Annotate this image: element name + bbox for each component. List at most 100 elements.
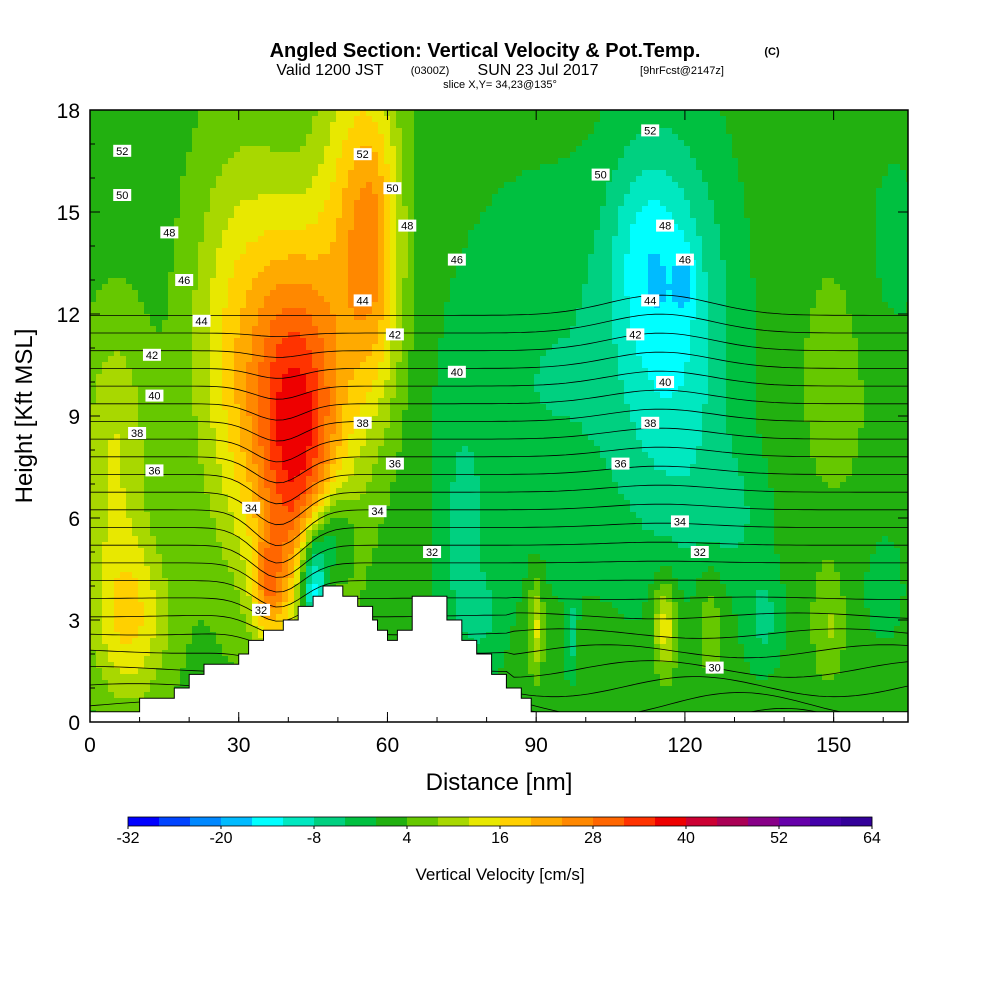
heatmap-cell	[198, 578, 205, 585]
heatmap-cell	[216, 524, 223, 531]
heatmap-cell	[108, 164, 115, 171]
heatmap-cell	[354, 356, 361, 363]
heatmap-cell	[186, 536, 193, 543]
heatmap-cell	[102, 578, 109, 585]
heatmap-cell	[102, 434, 109, 441]
heatmap-cell	[132, 650, 139, 657]
heatmap-cell	[228, 194, 235, 201]
heatmap-cell	[348, 470, 355, 477]
heatmap-cell	[156, 194, 163, 201]
heatmap-cell	[156, 290, 163, 297]
heatmap-cell	[150, 512, 157, 519]
heatmap-cell	[138, 650, 145, 657]
heatmap-cell	[264, 542, 271, 549]
heatmap-cell	[252, 158, 259, 165]
heatmap-cell	[378, 422, 385, 429]
heatmap-cell	[282, 482, 289, 489]
heatmap-cell	[372, 242, 379, 249]
heatmap-cell	[96, 602, 103, 609]
heatmap-cell	[210, 494, 217, 501]
heatmap-cell	[234, 488, 241, 495]
heatmap-cell	[300, 458, 307, 465]
heatmap-cell	[168, 476, 175, 483]
heatmap-cell	[162, 692, 169, 699]
heatmap-cell	[228, 290, 235, 297]
heatmap-cell	[96, 644, 103, 651]
heatmap-cell	[378, 362, 385, 369]
heatmap-cell	[150, 482, 157, 489]
heatmap-cell	[126, 110, 133, 117]
heatmap-cell	[342, 530, 349, 537]
heatmap-cell	[258, 266, 265, 273]
heatmap-cell	[168, 116, 175, 123]
heatmap-cell	[180, 218, 187, 225]
heatmap-cell	[240, 566, 247, 573]
heatmap-cell	[264, 494, 271, 501]
heatmap-cell	[90, 452, 97, 459]
heatmap-cell	[360, 500, 367, 507]
heatmap-cell	[144, 236, 151, 243]
heatmap-cell	[258, 470, 265, 477]
heatmap-cell	[186, 572, 193, 579]
heatmap-cell	[222, 254, 229, 261]
heatmap-cell	[300, 596, 307, 603]
heatmap-cell	[342, 182, 349, 189]
heatmap-cell	[240, 470, 247, 477]
heatmap-cell	[204, 158, 211, 165]
heatmap-cell	[246, 356, 253, 363]
heatmap-cell	[240, 182, 247, 189]
heatmap-cell	[162, 464, 169, 471]
heatmap-cell	[204, 500, 211, 507]
heatmap-cell	[90, 422, 97, 429]
heatmap-cell	[270, 356, 277, 363]
heatmap-cell	[168, 686, 175, 693]
heatmap-cell	[186, 284, 193, 291]
heatmap-cell	[144, 530, 151, 537]
heatmap-cell	[198, 326, 205, 333]
heatmap-cell	[378, 380, 385, 387]
heatmap-cell	[336, 500, 343, 507]
heatmap-cell	[318, 320, 325, 327]
heatmap-cell	[162, 506, 169, 513]
heatmap-cell	[264, 284, 271, 291]
heatmap-cell	[138, 134, 145, 141]
heatmap-cell	[252, 614, 259, 621]
heatmap-cell	[150, 110, 157, 117]
heatmap-cell	[114, 656, 121, 663]
heatmap-cell	[276, 344, 283, 351]
heatmap-cell	[264, 482, 271, 489]
heatmap-cell	[210, 116, 217, 123]
heatmap-cell	[204, 248, 211, 255]
heatmap-cell	[228, 302, 235, 309]
heatmap-cell	[174, 440, 181, 447]
heatmap-cell	[204, 428, 211, 435]
heatmap-cell	[138, 458, 145, 465]
heatmap-cell	[348, 110, 355, 117]
heatmap-cell	[96, 506, 103, 513]
heatmap-cell	[204, 374, 211, 381]
heatmap-cell	[252, 140, 259, 147]
heatmap-cell	[288, 530, 295, 537]
heatmap-cell	[252, 620, 259, 627]
heatmap-cell	[168, 494, 175, 501]
heatmap-cell	[126, 200, 133, 207]
heatmap-cell	[336, 128, 343, 135]
heatmap-cell	[150, 590, 157, 597]
heatmap-cell	[168, 164, 175, 171]
heatmap-cell	[174, 488, 181, 495]
heatmap-cell	[288, 188, 295, 195]
heatmap-cell	[348, 242, 355, 249]
heatmap-cell	[336, 338, 343, 345]
heatmap-cell	[150, 410, 157, 417]
heatmap-cell	[144, 434, 151, 441]
heatmap-cell	[90, 656, 97, 663]
heatmap-cell	[174, 380, 181, 387]
heatmap-cell	[216, 272, 223, 279]
heatmap-cell	[198, 230, 205, 237]
heatmap-cell	[138, 638, 145, 645]
heatmap-cell	[318, 584, 325, 591]
heatmap-cell	[234, 356, 241, 363]
heatmap-cell	[126, 308, 133, 315]
heatmap-cell	[252, 554, 259, 561]
heatmap-cell	[138, 644, 145, 651]
